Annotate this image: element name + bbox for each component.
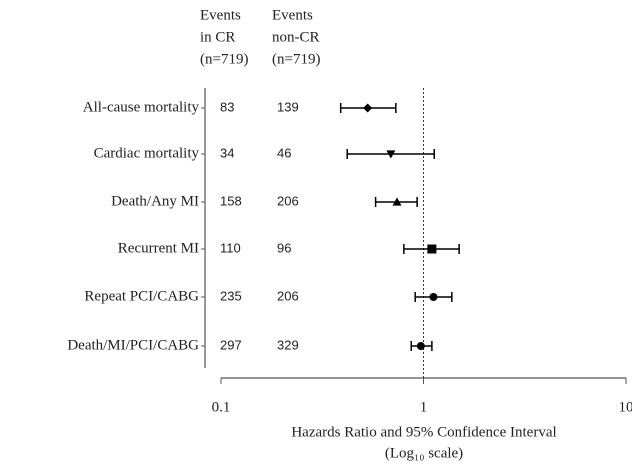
- x-axis-label: Hazards Ratio and 95% Confidence Interva…: [291, 424, 556, 440]
- row-label: Recurrent MI: [118, 240, 199, 256]
- column-header: (n=719): [272, 51, 320, 67]
- point-estimate: [392, 197, 402, 206]
- column-header: (n=719): [200, 51, 248, 67]
- x-axis-label: (Log₁₀ scale): [385, 445, 463, 461]
- point-estimate: [386, 150, 396, 159]
- events-cr: 34: [220, 145, 234, 160]
- x-tick-label: 1: [420, 399, 428, 415]
- events-noncr: 329: [277, 337, 299, 352]
- events-noncr: 206: [277, 288, 299, 303]
- events-noncr: 206: [277, 193, 299, 208]
- row-label: All-cause mortality: [83, 99, 200, 115]
- events-cr: 158: [220, 193, 242, 208]
- column-header: in CR: [200, 29, 235, 45]
- events-noncr: 96: [277, 240, 291, 255]
- events-cr: 110: [220, 240, 241, 255]
- events-noncr: 46: [277, 145, 291, 160]
- column-header: Events: [272, 7, 313, 23]
- events-noncr: 139: [277, 99, 299, 114]
- events-cr: 83: [220, 99, 234, 114]
- x-tick-label: 10: [619, 399, 632, 415]
- row-label: Repeat PCI/CABG: [84, 288, 199, 304]
- point-estimate: [416, 342, 425, 350]
- column-header: non-CR: [272, 29, 320, 45]
- events-cr: 235: [220, 288, 242, 303]
- x-tick-label: 0.1: [212, 399, 231, 415]
- row-label: Death/Any MI: [111, 193, 199, 209]
- row-label: Cardiac mortality: [94, 145, 200, 161]
- point-estimate: [429, 293, 438, 301]
- events-cr: 297: [220, 337, 242, 352]
- column-header: Events: [200, 7, 241, 23]
- point-estimate: [427, 244, 437, 254]
- row-label: Death/MI/PCI/CABG: [67, 337, 199, 353]
- point-estimate: [363, 103, 373, 113]
